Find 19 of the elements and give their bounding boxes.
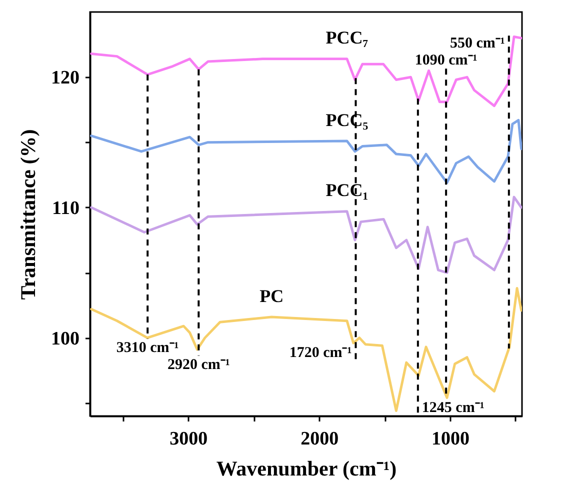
series-label: PC [260, 286, 284, 306]
y-tick-label: 120 [51, 68, 80, 89]
x-tick-label: 1000 [432, 428, 470, 450]
line-series [90, 287, 522, 412]
ref-line-label: 550 cm⁻¹ [450, 36, 505, 52]
series-label: PCC₁ [326, 180, 368, 200]
x-axis-title: Wavenumber (cm⁻¹) [216, 456, 397, 480]
y-axis-title: Transmittance (%) [16, 129, 40, 300]
ref-line-label: 1245 cm⁻¹ [422, 400, 484, 416]
ref-line-label: 1090 cm⁻¹ [414, 52, 478, 69]
x-tick-label: 2000 [300, 428, 339, 450]
ref-line-label: 3310 cm⁻¹ [116, 340, 179, 356]
y-tick-label: 110 [52, 198, 80, 219]
series-label: PCC₅ [326, 110, 368, 130]
series-label: PCC₇ [326, 28, 368, 48]
y-tick-label: 100 [51, 328, 80, 350]
ref-line-label: 2920 cm⁻¹ [167, 356, 230, 373]
x-tick-label: 3000 [170, 428, 208, 450]
ref-line-label: 1720 cm⁻¹ [289, 345, 352, 362]
